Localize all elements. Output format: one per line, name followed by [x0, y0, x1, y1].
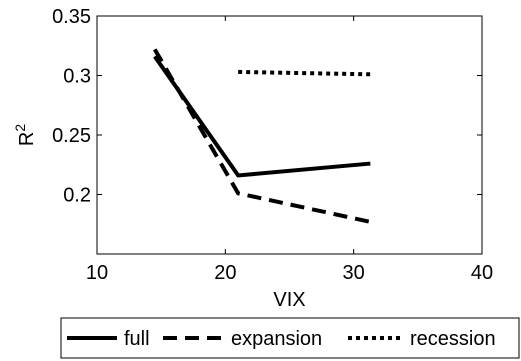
- legend-box: [60, 317, 520, 359]
- y-tick-label: 0.2: [63, 185, 91, 207]
- x-tick-label: 30: [343, 262, 365, 284]
- y-axis-ticks: 0.2 0.25 0.3 0.35: [52, 6, 482, 207]
- y-tick-label: 0.25: [52, 125, 91, 147]
- x-tick-label: 20: [214, 262, 236, 284]
- y-axis-label-superscript: 2: [12, 124, 28, 132]
- legend-label-full: full: [124, 328, 150, 350]
- legend: full expansion recession: [60, 317, 520, 359]
- x-axis-ticks: 10 20 30 40: [86, 16, 493, 284]
- series-line-recession: [238, 69, 371, 77]
- y-tick-label: 0.35: [52, 6, 91, 28]
- plot-area: [96, 15, 483, 255]
- legend-label-expansion: expansion: [231, 328, 322, 350]
- y-axis-label-base: R: [16, 132, 38, 146]
- legend-label-recession: recession: [410, 328, 496, 350]
- y-tick-label: 0.3: [63, 66, 91, 88]
- svg-text:R2: R2: [12, 124, 38, 146]
- x-tick-label: 40: [471, 262, 493, 284]
- x-tick-label: 10: [86, 262, 108, 284]
- series-line-expansion: [153, 48, 371, 224]
- x-axis-label: VIX: [273, 289, 305, 311]
- y-axis-label: R2: [12, 124, 38, 146]
- series-layer: [153, 48, 371, 224]
- legend-items: full expansion recession: [67, 328, 496, 350]
